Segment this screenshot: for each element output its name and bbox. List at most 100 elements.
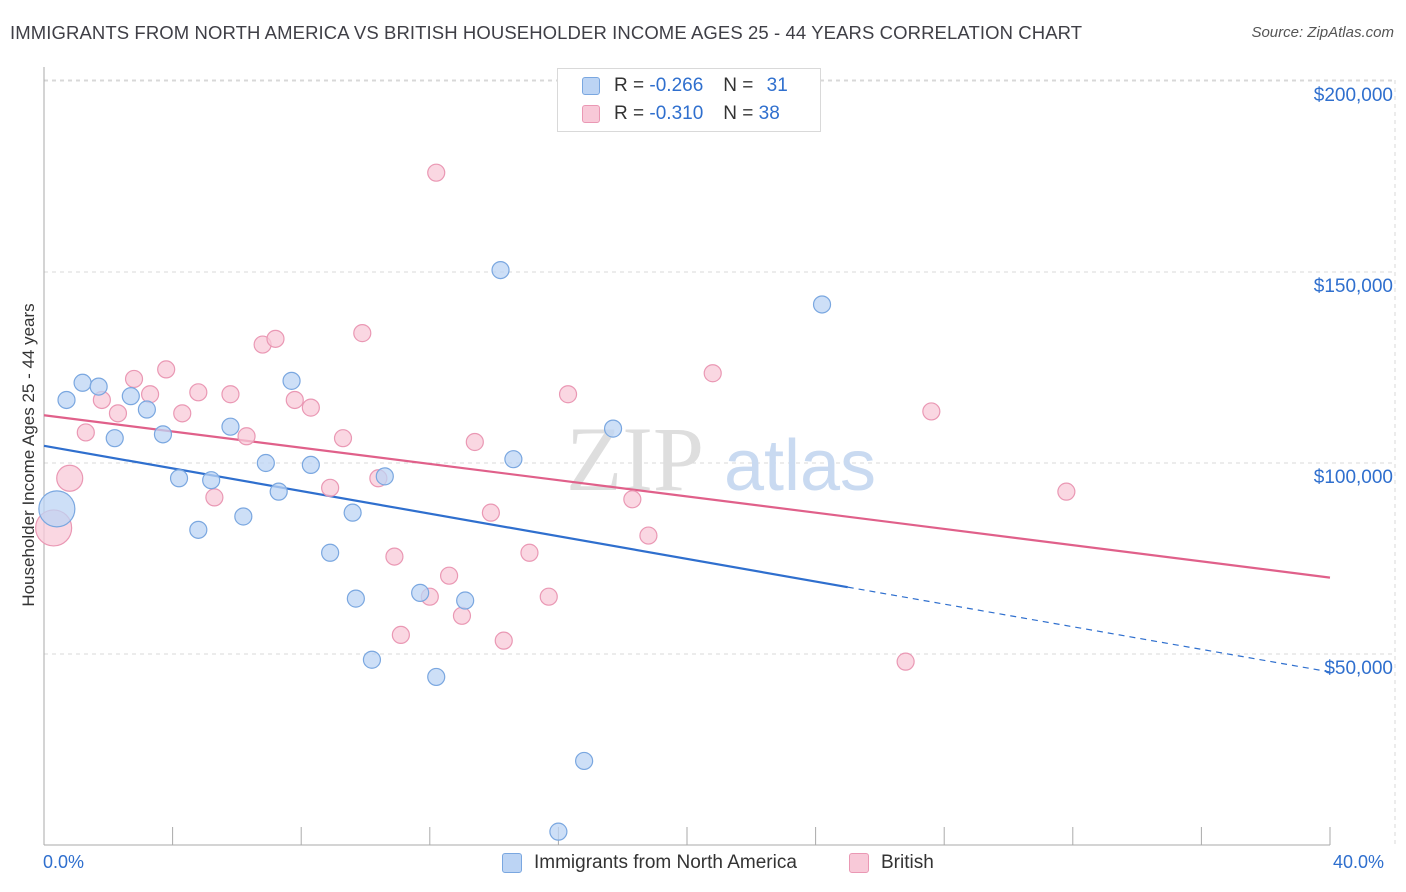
legend-row-british: R = -0.310 N = 38 (582, 101, 780, 127)
point-immigrants (89, 377, 108, 396)
point-immigrants (38, 490, 76, 528)
point-british (124, 369, 144, 389)
point-british (922, 402, 941, 421)
point-british (140, 385, 160, 404)
point-british (173, 404, 192, 423)
point-british (285, 390, 304, 410)
point-british (896, 652, 915, 671)
y-tick-label: $150,000 (1313, 276, 1393, 297)
grid-lines (44, 79, 1396, 845)
point-british (205, 488, 224, 507)
point-british (465, 432, 484, 452)
point-british (56, 464, 84, 492)
axes (43, 67, 1331, 846)
point-british (391, 625, 410, 645)
trend-line-british (43, 414, 1331, 579)
series-legend-british[interactable]: British (849, 852, 934, 874)
point-immigrants (256, 453, 275, 473)
point-immigrants (362, 650, 382, 669)
legend-n-value-blue: 31 (766, 75, 788, 96)
point-british (520, 543, 539, 562)
point-immigrants (73, 373, 92, 392)
x-tick-label-min: 0.0% (43, 852, 85, 872)
series-legend: Immigrants from North America British (0, 852, 1406, 878)
point-british (1057, 482, 1076, 501)
y-axis-label: Householder Income Ages 25 - 44 years (19, 303, 38, 607)
point-immigrants (121, 387, 140, 406)
point-immigrants (427, 667, 446, 687)
point-immigrants (221, 417, 240, 436)
point-british (157, 360, 176, 379)
point-british (266, 329, 285, 348)
point-immigrants (491, 260, 510, 280)
point-british (353, 324, 372, 343)
point-immigrants (411, 583, 430, 602)
point-immigrants (321, 543, 340, 562)
point-british (189, 383, 208, 402)
point-immigrants (301, 455, 320, 475)
correlation-legend: R = -0.266 N = 31 R = -0.310 N = 38 (557, 68, 821, 132)
point-immigrants (549, 822, 568, 841)
point-british (639, 526, 658, 545)
x-tick-label-max: 40.0% (1333, 852, 1385, 872)
y-tick-label: $100,000 (1313, 467, 1393, 488)
point-british (494, 631, 513, 650)
point-immigrants (57, 390, 76, 410)
legend-n-label: N = (723, 75, 754, 96)
point-british (385, 547, 404, 566)
legend-r-label: R = (614, 75, 645, 96)
point-immigrants (153, 425, 173, 444)
point-immigrants (137, 400, 156, 419)
y-tick-label: $200,000 (1313, 85, 1393, 106)
series-label-british: British (881, 852, 934, 873)
point-british (558, 385, 578, 404)
point-british (452, 606, 472, 625)
legend-n-label: N = (723, 103, 754, 124)
point-immigrants (202, 471, 221, 490)
legend-r-label: R = (614, 103, 645, 124)
chart-title: IMMIGRANTS FROM NORTH AMERICA VS BRITISH… (10, 22, 1083, 43)
point-british (539, 587, 558, 606)
point-british (481, 503, 500, 522)
point-british (427, 163, 446, 182)
point-immigrants (189, 520, 208, 539)
point-british (301, 398, 320, 417)
source-note: Source: ZipAtlas.com (1251, 24, 1394, 41)
point-immigrants (105, 429, 124, 448)
point-immigrants (343, 503, 362, 522)
data-points (35, 163, 1076, 841)
watermark-atlas: atlas (724, 426, 876, 506)
legend-row-immigrants: R = -0.266 N = 31 (582, 73, 788, 99)
point-immigrants (282, 371, 301, 390)
point-british (221, 385, 240, 404)
legend-swatch-blue (582, 77, 600, 95)
point-immigrants (456, 591, 475, 610)
legend-r-value-blue: -0.266 (649, 75, 704, 96)
point-immigrants (269, 482, 288, 501)
point-british (703, 364, 722, 383)
point-british (321, 478, 340, 497)
point-british (333, 429, 353, 448)
series-swatch-blue (502, 853, 522, 873)
series-legend-immigrants[interactable]: Immigrants from North America (502, 852, 797, 874)
series-label-immigrants: Immigrants from North America (534, 852, 797, 873)
point-british (623, 490, 642, 509)
point-immigrants (812, 295, 832, 314)
legend-swatch-pink (582, 105, 600, 123)
series-swatch-pink (849, 853, 869, 873)
point-immigrants (575, 751, 594, 771)
point-immigrants (234, 507, 253, 526)
legend-n-value-pink: 38 (758, 103, 780, 124)
point-british (439, 566, 459, 585)
point-immigrants (375, 467, 394, 486)
point-immigrants (603, 419, 623, 438)
point-immigrants (346, 589, 365, 608)
point-immigrants (169, 469, 189, 488)
legend-r-value-pink: -0.310 (649, 103, 704, 124)
point-british (237, 427, 256, 446)
trend-line-immigrants-extension (847, 586, 1331, 673)
point-immigrants (504, 450, 523, 469)
y-tick-label: $50,000 (1324, 658, 1393, 679)
point-british (76, 423, 95, 442)
